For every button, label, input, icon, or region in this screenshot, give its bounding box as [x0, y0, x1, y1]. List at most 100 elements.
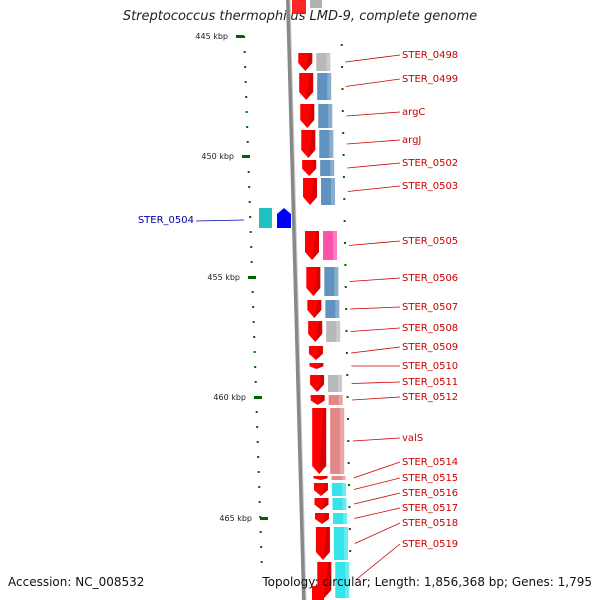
label-leader: [353, 492, 401, 505]
category-fragment: [310, 0, 322, 8]
minor-tick-right: [344, 286, 347, 288]
gene-arrow-forward[interactable]: [302, 160, 317, 176]
minor-tick-left: [255, 411, 258, 413]
major-tick: [260, 517, 268, 520]
gene-label[interactable]: STER_0503: [402, 181, 458, 192]
label-leader: [352, 437, 401, 442]
category-box: [323, 231, 338, 260]
gene-shade: [313, 267, 321, 296]
minor-tick-left: [243, 51, 246, 53]
minor-tick-left: [256, 426, 259, 428]
gene-label[interactable]: valS: [402, 433, 423, 444]
gene-shade: [310, 178, 318, 205]
category-shine: [342, 498, 347, 510]
gene-labels[interactable]: STER_0498 STER_0499 argC argJ STER_0502 STER_…: [138, 50, 458, 581]
major-tick: [236, 35, 244, 38]
minor-tick-right: [347, 440, 350, 442]
gene-arrow-forward[interactable]: [308, 321, 323, 342]
category-shine: [328, 104, 333, 128]
gene-arrow-forward[interactable]: [305, 231, 320, 260]
minor-tick-left: [251, 291, 254, 293]
gene-label[interactable]: STER_0516: [402, 488, 458, 499]
label-leader: [350, 327, 401, 332]
gene-label[interactable]: STER_0508: [402, 323, 458, 334]
gene-label[interactable]: STER_0519: [402, 539, 458, 550]
minor-tick-right: [341, 88, 344, 90]
gene-shade: [322, 513, 330, 524]
minor-tick-left: [257, 456, 260, 458]
minor-tick-left: [252, 306, 255, 308]
gene-arrow-forward[interactable]: [299, 73, 314, 100]
gene-arrow-forward[interactable]: [315, 513, 330, 524]
gene-label[interactable]: STER_0499: [402, 74, 458, 85]
gene-arrow-reverse[interactable]: [277, 208, 291, 228]
gene-arrow-forward[interactable]: [315, 527, 330, 560]
gene-label[interactable]: argJ: [402, 135, 421, 146]
gene-label[interactable]: STER_0507: [402, 302, 458, 313]
minor-tick-right: [340, 44, 343, 46]
gene-arrow-forward[interactable]: [308, 346, 323, 360]
gene-label[interactable]: STER_0509: [402, 342, 458, 353]
gene-label[interactable]: STER_0510: [402, 361, 458, 372]
gene-fragment: [292, 0, 306, 14]
gene-label[interactable]: STER_0518: [402, 518, 458, 529]
minor-tick-right: [348, 484, 351, 486]
gene-label[interactable]: STER_0515: [402, 473, 458, 484]
gene-arrow-forward[interactable]: [313, 483, 328, 496]
minor-tick-right: [342, 176, 345, 178]
minor-tick-left: [260, 546, 263, 548]
scale-labels: 445 kbp 450 kbp 455 kbp 460 kbp 465 kbp: [195, 32, 252, 523]
label-leader: [345, 54, 401, 63]
gene-shade: [315, 346, 323, 360]
minor-tick-left: [253, 351, 256, 353]
minor-tick-left: [258, 501, 261, 503]
gene-label[interactable]: STER_0505: [402, 236, 458, 247]
gene-arrow-forward[interactable]: [312, 408, 327, 474]
gene-label[interactable]: argC: [402, 107, 425, 118]
gene-arrow-forward[interactable]: [298, 53, 313, 71]
category-shine: [338, 395, 343, 405]
label-leader: [348, 240, 401, 246]
gene-label[interactable]: STER_0517: [402, 503, 458, 514]
category-box: [333, 513, 348, 524]
scale-label: 465 kbp: [219, 514, 252, 523]
minor-tick-right: [341, 110, 344, 112]
minor-tick-left: [244, 66, 247, 68]
label-leader: [345, 78, 401, 87]
minor-tick-left: [248, 186, 251, 188]
gene-label[interactable]: STER_0514: [402, 457, 458, 468]
gene-arrow-forward[interactable]: [300, 104, 315, 128]
gene-arrow-forward[interactable]: [306, 267, 321, 296]
gene-label[interactable]: STER_0512: [402, 392, 458, 403]
gene-shade: [322, 527, 330, 560]
gene-arrow-forward[interactable]: [303, 178, 318, 205]
gene-label[interactable]: STER_0502: [402, 158, 458, 169]
scale-ticks: [236, 35, 352, 563]
category-box: [332, 498, 347, 510]
category-box: [324, 267, 339, 296]
category-shine: [341, 476, 346, 480]
minor-tick-left: [259, 531, 262, 533]
gene-arrow-forward[interactable]: [310, 375, 325, 392]
label-leader: [350, 306, 401, 310]
scale-label: 460 kbp: [213, 393, 246, 402]
gene-label[interactable]: STER_0498: [402, 50, 458, 61]
minor-tick-left: [250, 261, 253, 263]
genome-summary: Topology: circular; Length: 1,856,368 bp…: [262, 575, 592, 589]
gene-arrow-forward[interactable]: [309, 363, 324, 369]
gene-arrow-forward[interactable]: [314, 498, 329, 510]
minor-tick-right: [341, 66, 344, 68]
gene-arrow-forward[interactable]: [307, 300, 322, 318]
gene-shade: [320, 483, 328, 496]
gene-arrow-forward[interactable]: [301, 130, 316, 158]
gene-track[interactable]: [277, 0, 332, 600]
gene-shade: [314, 300, 322, 318]
gene-label[interactable]: STER_0504: [138, 215, 194, 226]
gene-label[interactable]: STER_0511: [402, 377, 458, 388]
label-leader: [346, 139, 401, 145]
gene-arrow-forward[interactable]: [310, 395, 325, 405]
gene-label[interactable]: STER_0506: [402, 273, 458, 284]
gene-arrow-forward[interactable]: [313, 476, 328, 480]
major-tick: [248, 276, 256, 279]
